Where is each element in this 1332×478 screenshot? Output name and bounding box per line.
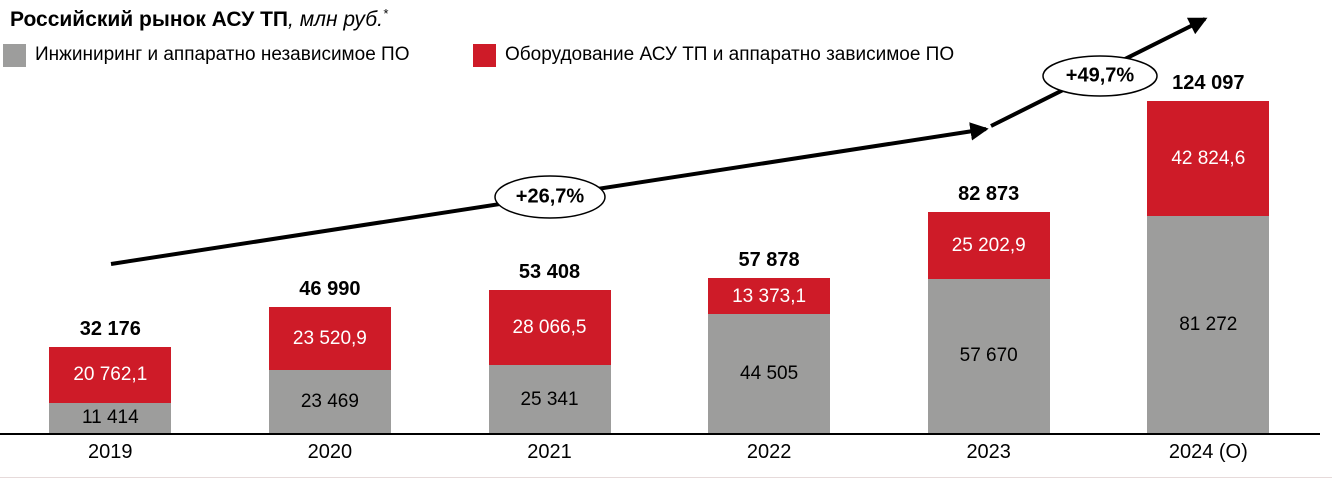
segment-value-label: 11 414	[81, 407, 139, 429]
bar-segment-red-2019: 20 762,1	[49, 347, 172, 403]
chart-title-unit: , млн руб.	[288, 8, 383, 31]
bar-segment-red-2022: 13 373,1	[708, 278, 831, 315]
x-axis-line	[0, 433, 1320, 435]
total-value-label-2023: 82 873	[958, 182, 1020, 205]
segment-value-label: 25 202,9	[951, 234, 1026, 256]
segment-value-label: 20 762,1	[73, 364, 148, 386]
x-axis-label-2020: 2020	[307, 441, 353, 463]
total-value-label-2019: 32 176	[79, 318, 141, 340]
bar-segment-gray-2024 (О): 81 272	[1147, 215, 1270, 433]
segment-value-label: 57 670	[959, 345, 1018, 367]
x-axis-label-2022: 2022	[746, 441, 792, 463]
gray-swatch-icon	[3, 43, 26, 67]
segment-value-label: 42 824,6	[1171, 148, 1246, 170]
bar-segment-gray-2023: 57 670	[927, 278, 1050, 433]
legend-label: Оборудование АСУ ТП и аппаратно зависимо…	[505, 44, 955, 65]
bar-segment-gray-2021: 25 341	[488, 365, 611, 433]
x-axis-label-2021: 2021	[527, 441, 572, 463]
red-swatch-icon	[473, 43, 496, 67]
x-axis-label-2019: 2019	[88, 441, 133, 463]
segment-value-label: 23 520,9	[292, 328, 367, 350]
total-value-label-2024 (О): 124 097	[1172, 72, 1245, 95]
segment-value-label: 25 341	[520, 388, 579, 410]
total-value-label-2021: 53 408	[518, 261, 581, 284]
legend-item-engineering: Инжиниринг и аппаратно независимое ПО	[3, 43, 409, 67]
bar-segment-gray-2019: 11 414	[49, 402, 172, 433]
bar-segment-red-2024 (О): 42 824,6	[1147, 101, 1270, 216]
segment-value-label: 44 505	[740, 363, 799, 385]
growth-label-2: +49,7%	[1065, 64, 1135, 87]
total-value-label-2020: 46 990	[299, 278, 361, 301]
chart-title-main: Российский рынок АСУ ТП	[10, 8, 289, 31]
segment-value-label: 23 469	[300, 391, 359, 413]
bar-segment-red-2023: 25 202,9	[927, 211, 1050, 279]
page-title: Российский рынок АСУ ТП, млн руб.*	[10, 6, 388, 32]
legend-item-equipment: Оборудование АСУ ТП и аппаратно зависимо…	[473, 43, 954, 67]
segment-value-label: 81 272	[1179, 313, 1238, 335]
total-value-label-2022: 57 878	[738, 249, 800, 272]
x-axis-label-2024 (О): 2024 (О)	[1168, 441, 1248, 463]
legend-label: Инжиниринг и аппаратно независимое ПО	[35, 44, 410, 65]
bar-segment-red-2021: 28 066,5	[488, 290, 611, 366]
segment-value-label: 28 066,5	[512, 317, 587, 339]
segment-value-label: 13 373,1	[732, 285, 807, 307]
growth-label-1: +26,7%	[515, 185, 585, 208]
bar-segment-gray-2020: 23 469	[268, 370, 391, 433]
bar-segment-gray-2022: 44 505	[708, 314, 831, 433]
footnote-asterisk: *	[382, 6, 388, 21]
bar-segment-red-2020: 23 520,9	[268, 307, 391, 371]
x-axis-label-2023: 2023	[966, 441, 1011, 463]
